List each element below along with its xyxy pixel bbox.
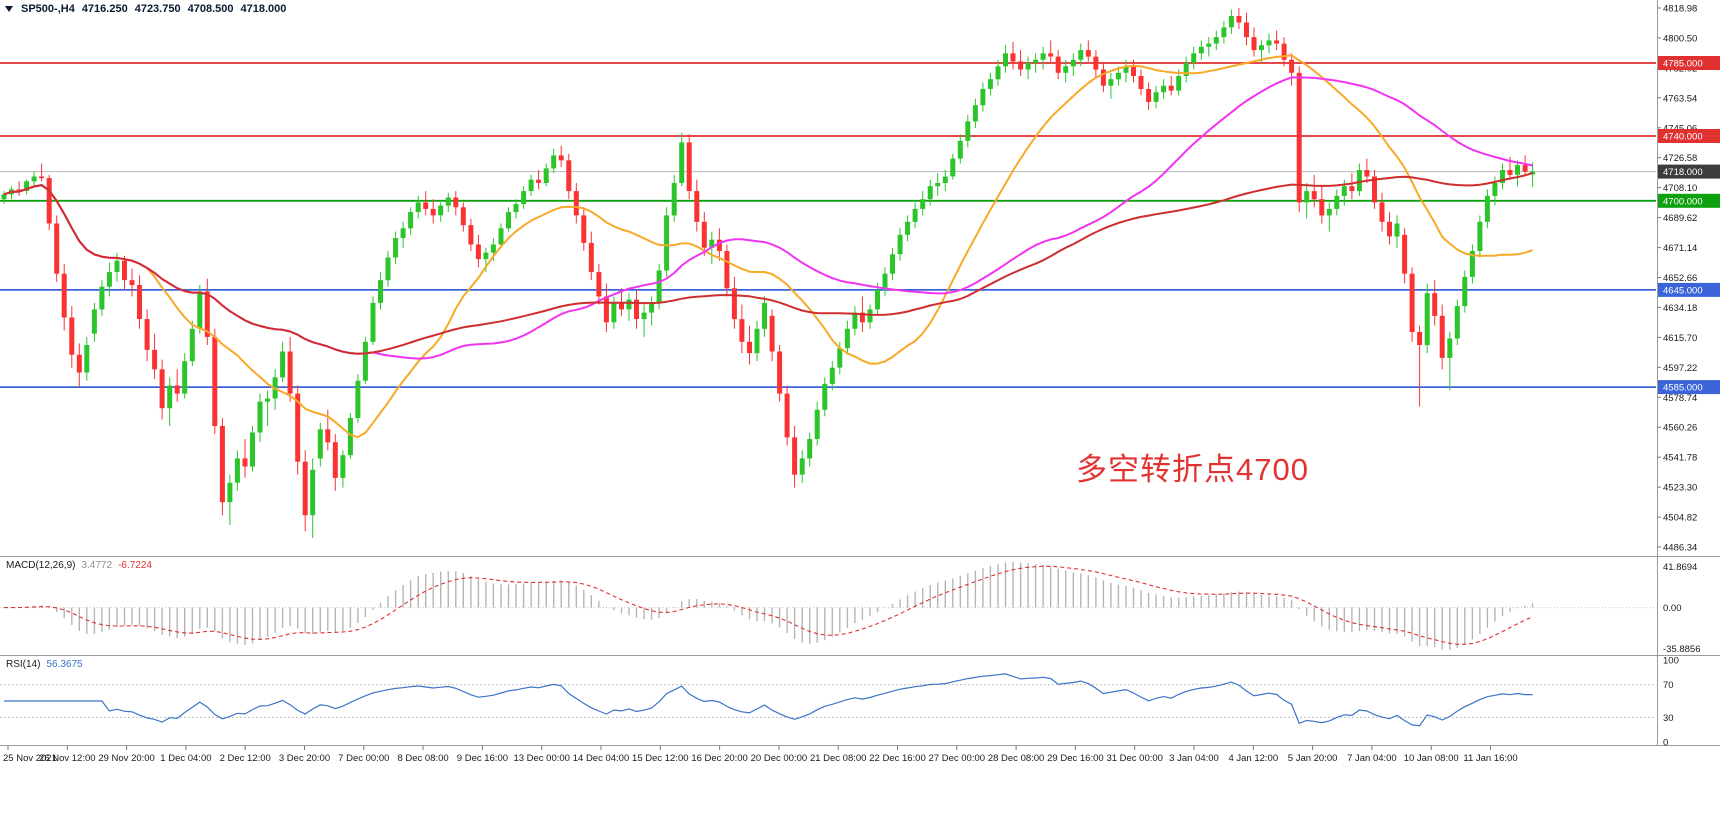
svg-text:4541.78: 4541.78 xyxy=(1663,453,1697,464)
ohlc-high: 4723.750 xyxy=(134,3,181,15)
svg-text:4689.62: 4689.62 xyxy=(1663,213,1697,224)
price-badge-4740.000: 4740.000 xyxy=(1658,129,1720,143)
rsi-value: 56.3675 xyxy=(46,659,83,670)
svg-text:7 Jan 04:00: 7 Jan 04:00 xyxy=(1347,753,1397,764)
price-badge-4785.000: 4785.000 xyxy=(1658,56,1720,70)
svg-text:4708.10: 4708.10 xyxy=(1663,183,1697,194)
svg-text:4 Jan 12:00: 4 Jan 12:00 xyxy=(1228,753,1278,764)
svg-text:4486.34: 4486.34 xyxy=(1663,543,1697,554)
svg-text:-35.8856: -35.8856 xyxy=(1663,644,1701,655)
svg-text:4800.50: 4800.50 xyxy=(1663,33,1697,44)
svg-text:20 Dec 00:00: 20 Dec 00:00 xyxy=(751,753,808,764)
chart-header: SP500-,H4 4716.250 4723.750 4708.500 471… xyxy=(5,3,286,15)
symbol-marker-icon xyxy=(5,6,13,12)
svg-text:13 Dec 00:00: 13 Dec 00:00 xyxy=(513,753,570,764)
svg-text:22 Dec 16:00: 22 Dec 16:00 xyxy=(869,753,926,764)
svg-text:5 Jan 20:00: 5 Jan 20:00 xyxy=(1288,753,1338,764)
svg-text:9 Dec 16:00: 9 Dec 16:00 xyxy=(457,753,508,764)
ohlc-open: 4716.250 xyxy=(81,3,128,15)
svg-text:4634.18: 4634.18 xyxy=(1663,303,1697,314)
svg-text:4615.70: 4615.70 xyxy=(1663,333,1697,344)
svg-text:3 Dec 20:00: 3 Dec 20:00 xyxy=(279,753,330,764)
ma-line-20 xyxy=(3,54,1533,439)
svg-text:4763.54: 4763.54 xyxy=(1663,93,1697,104)
svg-text:4523.30: 4523.30 xyxy=(1663,483,1697,494)
ma-line-50 xyxy=(3,76,1533,360)
macd-label: MACD(12,26,9) 3.4772 -6.7224 xyxy=(6,560,152,571)
macd-axis[interactable]: 41.8694 0.00 -35.8856 xyxy=(1663,562,1701,655)
svg-text:0: 0 xyxy=(1663,738,1668,749)
svg-text:28 Dec 08:00: 28 Dec 08:00 xyxy=(988,753,1045,764)
svg-text:70: 70 xyxy=(1663,680,1674,691)
ohlc-low: 4708.500 xyxy=(187,3,234,15)
svg-text:27 Dec 00:00: 27 Dec 00:00 xyxy=(929,753,986,764)
rsi-line xyxy=(4,673,1533,727)
candles xyxy=(1,7,1536,538)
svg-text:29 Dec 16:00: 29 Dec 16:00 xyxy=(1047,753,1104,764)
svg-text:29 Nov 20:00: 29 Nov 20:00 xyxy=(98,753,155,764)
svg-text:4726.58: 4726.58 xyxy=(1663,153,1697,164)
svg-text:2 Dec 12:00: 2 Dec 12:00 xyxy=(220,753,271,764)
svg-text:4645.000: 4645.000 xyxy=(1663,285,1703,296)
svg-text:31 Dec 00:00: 31 Dec 00:00 xyxy=(1106,753,1163,764)
svg-text:4785.000: 4785.000 xyxy=(1663,59,1703,70)
svg-text:3 Jan 04:00: 3 Jan 04:00 xyxy=(1169,753,1219,764)
svg-text:25 Nov 2021: 25 Nov 2021 xyxy=(3,753,57,764)
svg-text:4671.14: 4671.14 xyxy=(1663,243,1697,254)
rsi-name: RSI(14) xyxy=(6,659,41,670)
svg-text:100: 100 xyxy=(1663,656,1679,667)
svg-text:4578.74: 4578.74 xyxy=(1663,393,1697,404)
macd-main-value: 3.4772 xyxy=(81,560,113,571)
svg-text:11 Jan 16:00: 11 Jan 16:00 xyxy=(1463,753,1517,764)
svg-text:4652.66: 4652.66 xyxy=(1663,273,1697,284)
svg-text:4597.22: 4597.22 xyxy=(1663,363,1697,374)
price-badge-4585.000: 4585.000 xyxy=(1658,380,1720,395)
svg-text:4718.000: 4718.000 xyxy=(1663,167,1703,178)
svg-text:15 Dec 12:00: 15 Dec 12:00 xyxy=(632,753,689,764)
panel-separators xyxy=(0,0,1720,746)
macd-histogram xyxy=(10,562,1534,650)
svg-text:16 Dec 20:00: 16 Dec 20:00 xyxy=(691,753,748,764)
svg-text:26 Nov 12:00: 26 Nov 12:00 xyxy=(39,753,96,764)
svg-text:1 Dec 04:00: 1 Dec 04:00 xyxy=(160,753,211,764)
annotation-text[interactable]: 多空转折点4700 xyxy=(1076,452,1309,487)
macd-signal-value: -6.7224 xyxy=(118,560,152,571)
svg-text:4818.98: 4818.98 xyxy=(1663,4,1697,15)
svg-text:7 Dec 00:00: 7 Dec 00:00 xyxy=(338,753,389,764)
price-axis[interactable]: 4818.984800.504782.024763.544745.064726.… xyxy=(1657,4,1698,554)
svg-text:4740.000: 4740.000 xyxy=(1663,132,1703,143)
rsi-label: RSI(14) 56.3675 xyxy=(6,659,83,670)
price-badge-4645.000: 4645.000 xyxy=(1658,282,1720,297)
svg-text:4700.000: 4700.000 xyxy=(1663,196,1703,207)
price-badge-4700.000: 4700.000 xyxy=(1658,193,1720,208)
svg-text:21 Dec 08:00: 21 Dec 08:00 xyxy=(810,753,867,764)
ma-line-100 xyxy=(3,172,1533,355)
svg-text:14 Dec 04:00: 14 Dec 04:00 xyxy=(573,753,630,764)
svg-text:41.8694: 41.8694 xyxy=(1663,562,1697,573)
svg-text:0.00: 0.00 xyxy=(1663,603,1682,614)
svg-text:10 Jan 08:00: 10 Jan 08:00 xyxy=(1404,753,1459,764)
svg-text:4504.82: 4504.82 xyxy=(1663,513,1697,524)
svg-text:4585.000: 4585.000 xyxy=(1663,383,1703,394)
svg-text:30: 30 xyxy=(1663,713,1674,724)
price-badge-4718.000: 4718.000 xyxy=(1658,164,1720,179)
symbol-timeframe: SP500-,H4 xyxy=(21,3,75,15)
rsi-axis[interactable]: 100 70 30 0 xyxy=(1663,656,1679,749)
svg-text:4560.26: 4560.26 xyxy=(1663,423,1697,434)
svg-text:4745.06: 4745.06 xyxy=(1663,123,1697,134)
macd-signal-line xyxy=(4,565,1533,645)
ohlc-close: 4718.000 xyxy=(240,3,287,15)
macd-name: MACD(12,26,9) xyxy=(6,560,76,571)
svg-text:8 Dec 08:00: 8 Dec 08:00 xyxy=(397,753,448,764)
